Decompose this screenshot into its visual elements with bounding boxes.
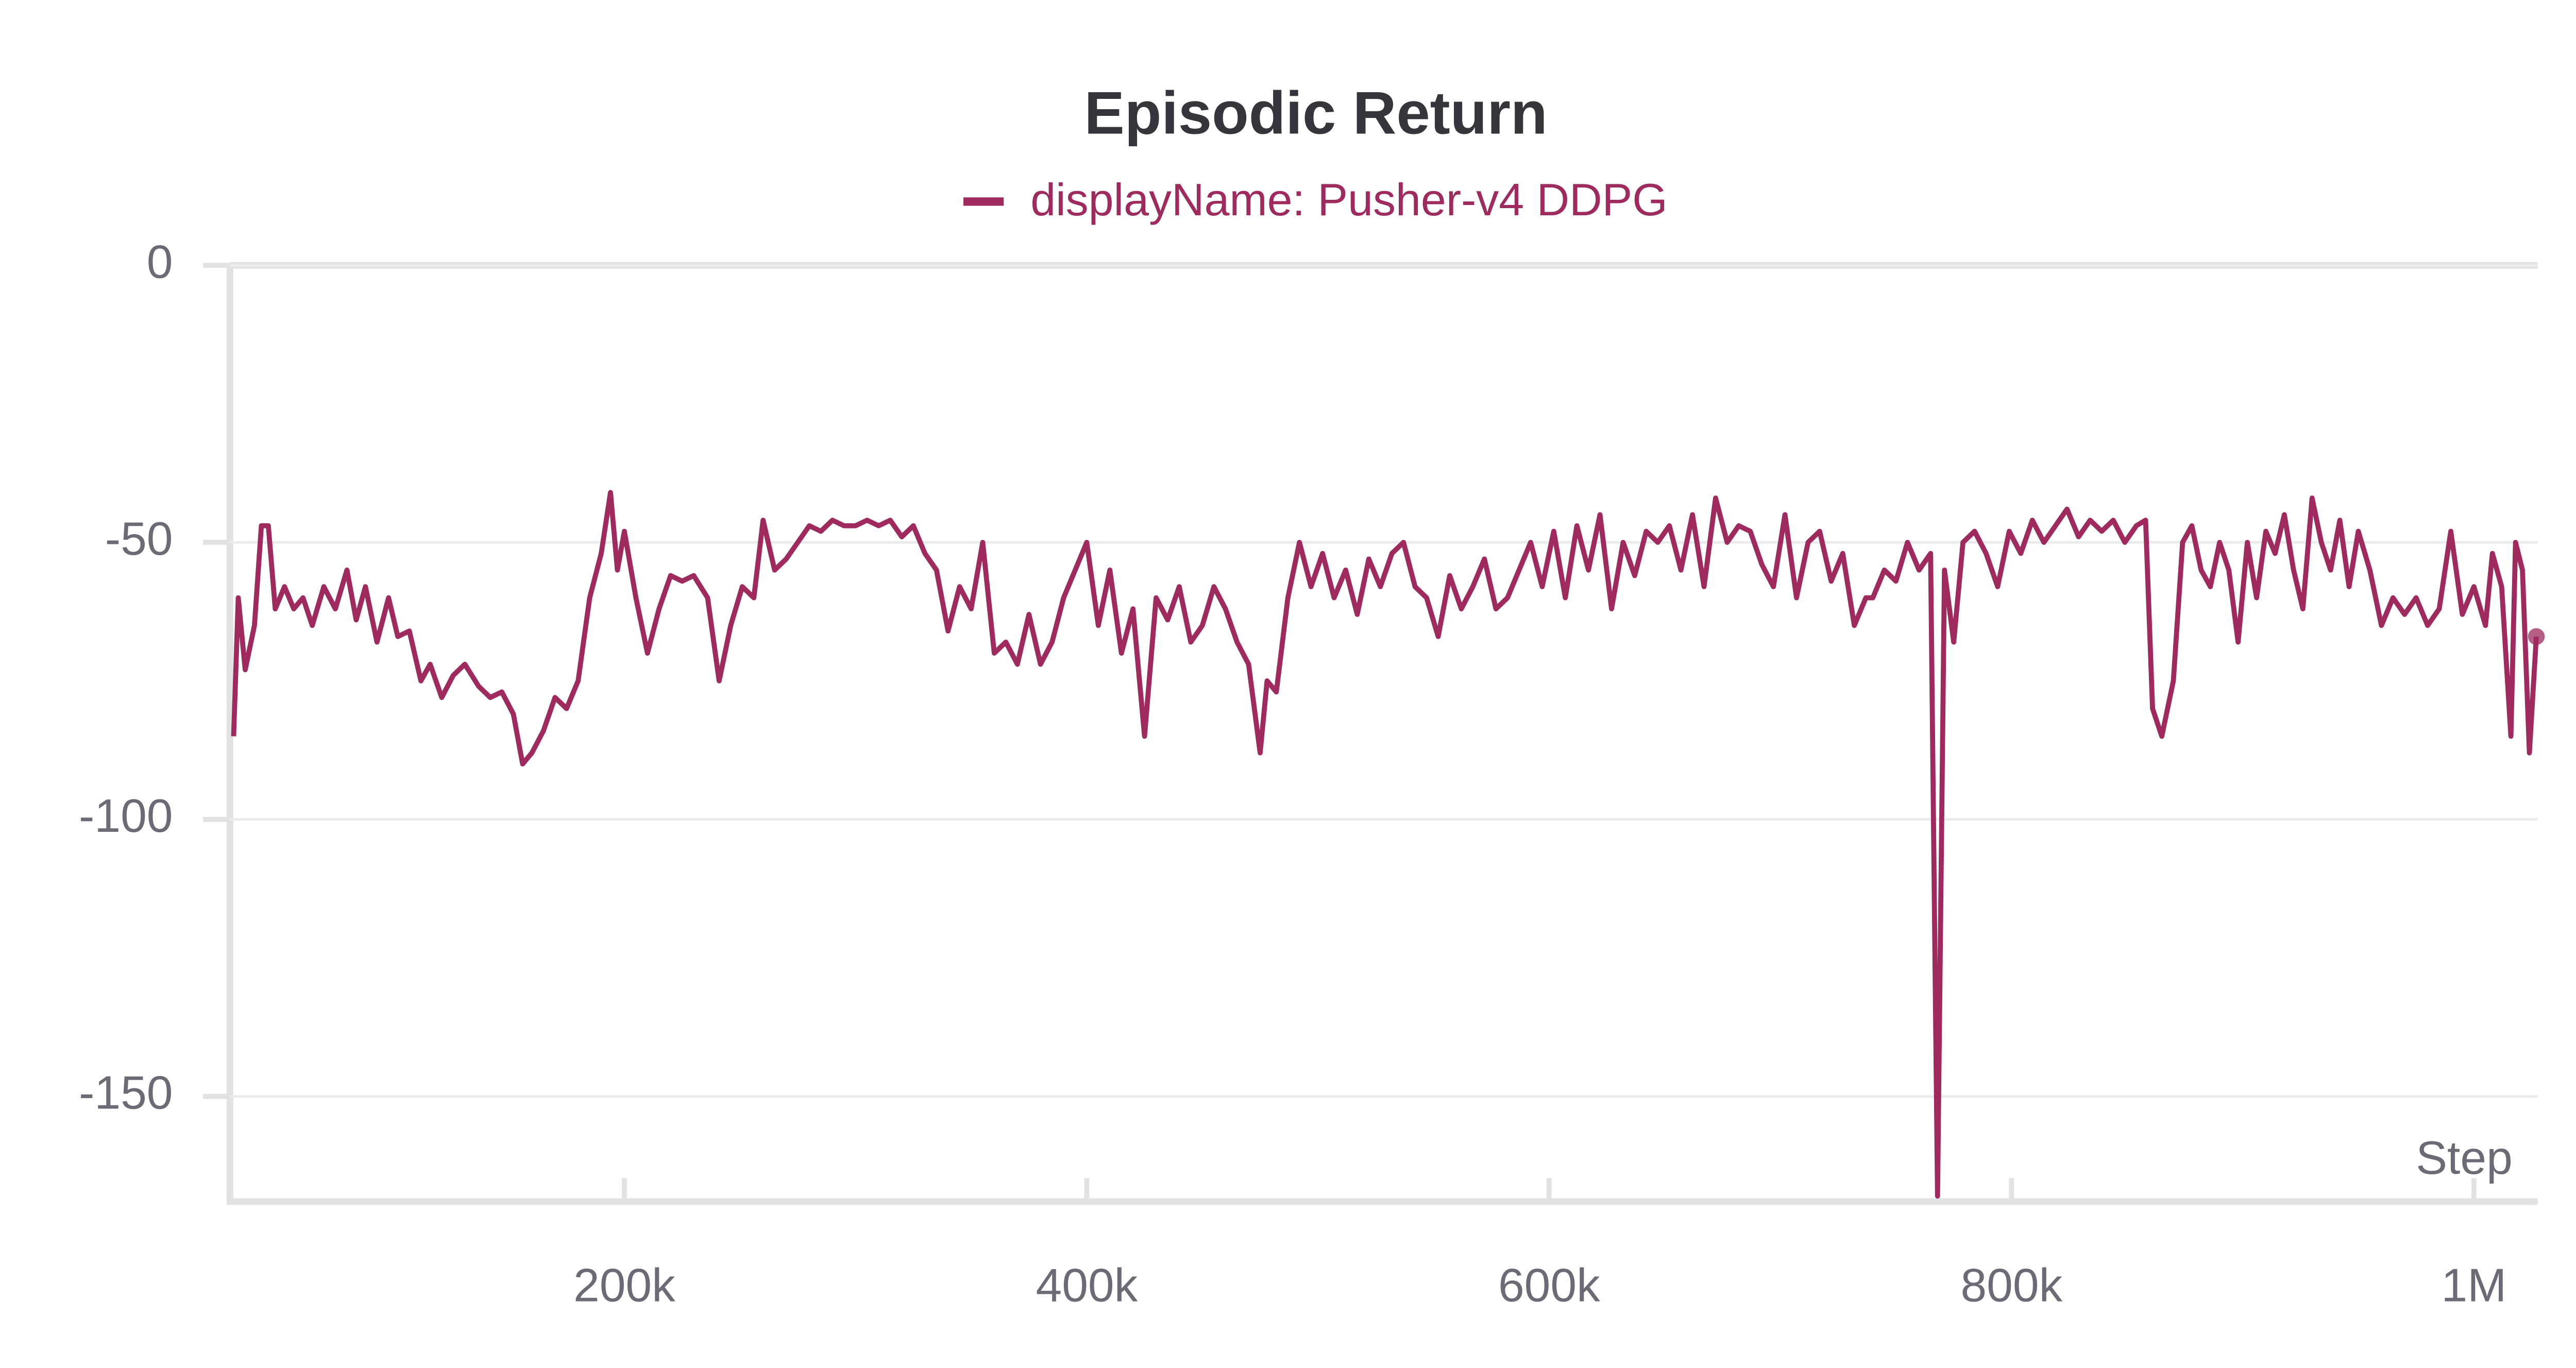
x-tick-label: 1M (2441, 1259, 2506, 1312)
x-axis-label: Step (2416, 1132, 2513, 1184)
x-tick-label: 400k (1036, 1259, 1138, 1312)
x-tick-label: 600k (1498, 1259, 1600, 1312)
legend-label: displayName: Pusher-v4 DDPG (1030, 174, 1667, 225)
y-tick-label: -50 (105, 512, 173, 565)
x-tick-label: 800k (1960, 1259, 2062, 1312)
last-point (2528, 628, 2545, 645)
y-tick-label: 0 (147, 235, 173, 288)
y-tick-label: -100 (79, 790, 173, 842)
y-tick-label: -150 (79, 1067, 173, 1119)
chart-title: Episodic Return (1084, 79, 1547, 146)
x-tick-label: 200k (573, 1259, 675, 1312)
series-line (231, 490, 2539, 1199)
